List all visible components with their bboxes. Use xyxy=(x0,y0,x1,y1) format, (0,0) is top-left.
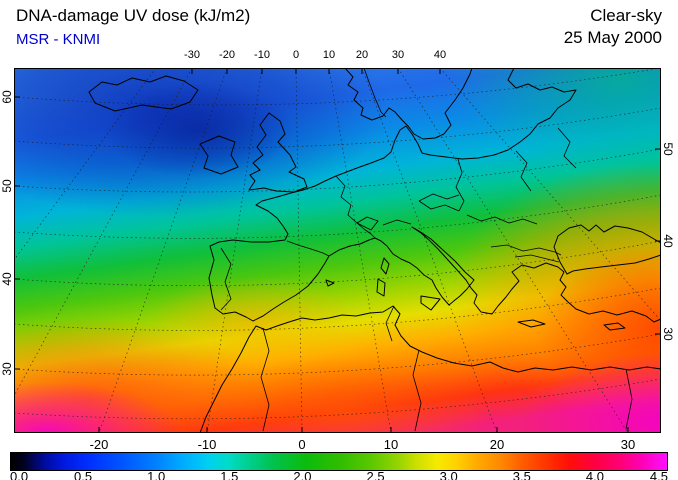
north-africa-coast xyxy=(199,305,662,434)
mainland-europe-coast xyxy=(208,67,662,323)
colorbar-tick: 2.5 xyxy=(366,469,385,480)
lon-tick-bottom: -10 xyxy=(197,437,217,452)
colorbar-tick: 0.0 xyxy=(10,469,29,480)
lon-tick-bottom: 0 xyxy=(298,437,306,452)
lon-tick-bottom: 30 xyxy=(620,437,636,452)
black-sea-north-coast xyxy=(553,224,662,275)
corsica-coast xyxy=(380,257,390,275)
lon-tick-top: 10 xyxy=(322,49,336,61)
scandinavia-coast xyxy=(344,67,473,140)
great-britain-coast xyxy=(248,112,308,193)
colorbar-tick: 3.0 xyxy=(439,469,458,480)
crete-coast xyxy=(517,319,546,328)
ireland-coast xyxy=(199,135,239,175)
lat-tick-left: 50 xyxy=(0,179,14,193)
data-source-label: MSR - KNMI xyxy=(16,31,101,48)
lon-tick-bottom: 10 xyxy=(383,437,399,452)
lon-tick-top: -30 xyxy=(184,49,200,61)
iceland-coast xyxy=(88,75,199,112)
graticule xyxy=(0,67,678,434)
country-borders xyxy=(220,67,633,432)
date-label: 25 May 2000 xyxy=(563,28,662,47)
lat-tick-right: 40 xyxy=(661,234,675,248)
lat-tick-left: 30 xyxy=(0,362,14,376)
lat-tick-left: 60 xyxy=(0,90,14,104)
low-dose-core xyxy=(104,82,294,178)
lat-tick-left: 40 xyxy=(0,272,14,286)
map-frame xyxy=(14,68,661,433)
sicily-coast xyxy=(420,295,441,311)
lon-tick-bottom: -20 xyxy=(89,437,109,452)
lon-tick-top: 30 xyxy=(391,49,405,61)
colorbar-tick: 1.0 xyxy=(147,469,166,480)
colorbar-labels: 0.0 0.5 1.0 1.5 2.0 2.5 3.0 3.5 4.0 4.5 xyxy=(10,469,668,480)
lon-tick-top: 20 xyxy=(355,49,369,61)
colorbar-tick: 3.5 xyxy=(512,469,531,480)
frame-ticks xyxy=(14,68,661,433)
colorbar-tick: 4.0 xyxy=(585,469,604,480)
colorbar-tick: 4.5 xyxy=(649,469,668,480)
coastlines xyxy=(88,67,662,434)
cyprus-coast xyxy=(603,322,626,331)
lon-tick-top: 40 xyxy=(433,49,447,61)
colorbar-tick: 1.5 xyxy=(220,469,239,480)
lon-tick-bottom: 20 xyxy=(489,437,505,452)
sky-condition-label: Clear-sky xyxy=(590,6,662,25)
black-sea-south-coast xyxy=(566,254,662,275)
lon-tick-top: 0 xyxy=(292,49,300,61)
colorbar-tick: 2.0 xyxy=(293,469,312,480)
colorbar xyxy=(10,452,668,471)
colorbar-tick: 0.5 xyxy=(74,469,93,480)
sardinia-coast xyxy=(376,278,386,297)
mallorca-coast xyxy=(325,279,335,287)
lat-tick-right: 50 xyxy=(661,142,675,156)
page-title: DNA-damage UV dose (kJ/m2) xyxy=(16,6,251,25)
lon-tick-top: -20 xyxy=(219,49,235,61)
header-right: Clear-sky 25 May 2000 xyxy=(564,5,662,49)
lat-tick-right: 30 xyxy=(661,327,675,341)
lon-tick-top: -10 xyxy=(254,49,270,61)
